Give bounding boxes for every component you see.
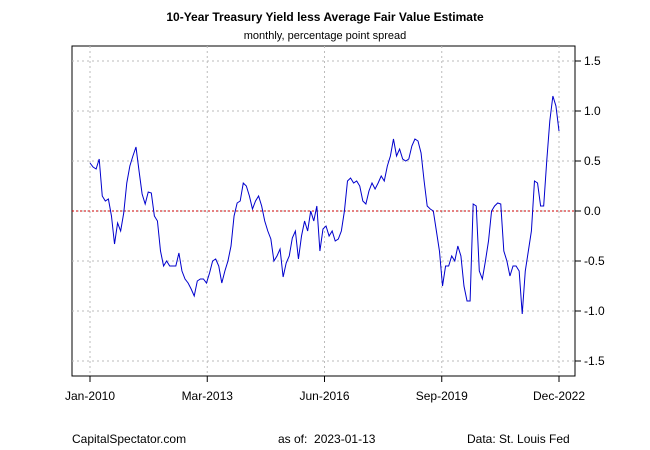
- y-tick-label: 1.0: [584, 104, 601, 118]
- chart-subtitle: monthly, percentage point spread: [243, 30, 407, 42]
- as-of-label: as of:: [278, 432, 308, 446]
- x-tick-label: Jun-2016: [299, 389, 349, 403]
- y-tick-label: -1.0: [584, 304, 605, 318]
- y-tick-label: 0.0: [584, 204, 601, 218]
- y-tick-label: 1.5: [584, 54, 601, 68]
- x-tick-label: Jan-2010: [65, 389, 115, 403]
- series-group: [89, 95, 560, 315]
- y-tick-label: -0.5: [584, 254, 605, 268]
- footer-source-site: CapitalSpectator.com: [72, 432, 187, 446]
- y-tick-label: 0.5: [584, 154, 601, 168]
- footer-as-of: as of: 2023-01-13: [278, 432, 375, 446]
- chart-title: 10-Year Treasury Yield less Average Fair…: [166, 10, 484, 24]
- series-line-spread: [89, 95, 560, 315]
- x-tick-label: Sep-2019: [416, 389, 468, 403]
- y-tick-label: -1.5: [584, 354, 605, 368]
- footer-data-source: Data: St. Louis Fed: [467, 432, 570, 446]
- y-axis: 1.5 1.0 0.5 0.0 -0.5 -1.0 -1.5: [575, 54, 605, 368]
- grid-lines: [72, 46, 575, 376]
- x-tick-label: Mar-2013: [182, 389, 234, 403]
- x-tick-label: Dec-2022: [533, 389, 585, 403]
- as-of-date: 2023-01-13: [314, 432, 376, 446]
- x-axis: Jan-2010 Mar-2013 Jun-2016 Sep-2019 Dec-2022: [65, 376, 585, 403]
